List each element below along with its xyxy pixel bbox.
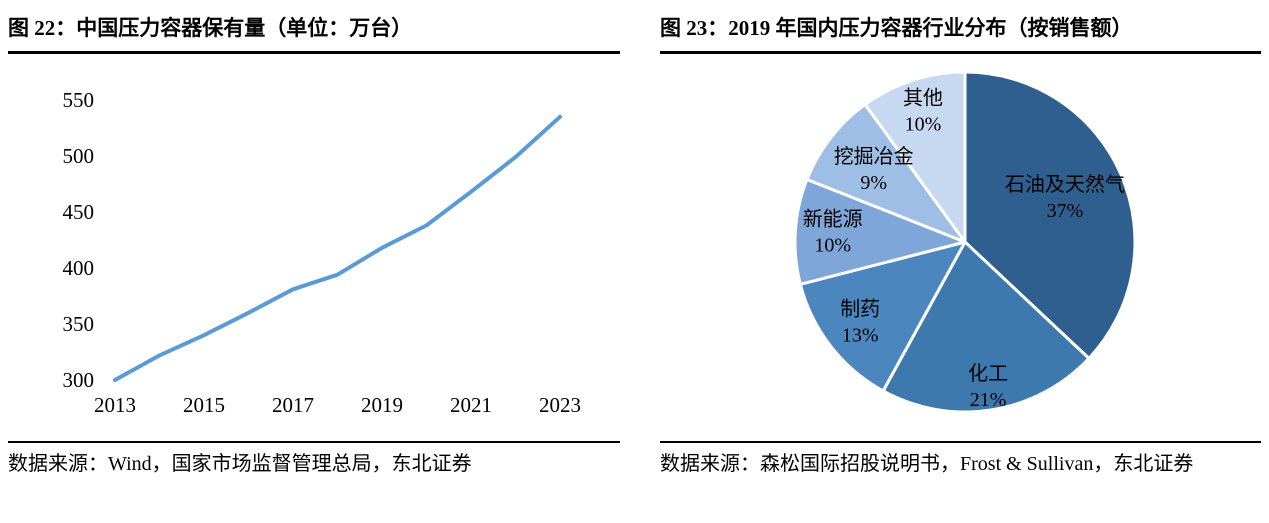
figure-23-source-divider <box>660 441 1261 443</box>
pie-slice-label: 石油及天然气 37% <box>1005 173 1125 222</box>
pie-slice-label: 化工 21% <box>968 362 1008 411</box>
y-axis-tick-label: 300 <box>63 368 95 392</box>
x-axis-tick-label: 2015 <box>183 393 225 417</box>
y-axis-tick-label: 400 <box>63 256 95 280</box>
pie-slice <box>881 240 1091 414</box>
x-axis-tick-label: 2021 <box>450 393 492 417</box>
figure-22-title: 图 22：中国压力容器保有量（单位：万台） <box>8 16 413 40</box>
pie-slice-label: 挖掘冶金 9% <box>834 145 914 194</box>
y-axis-tick-label: 550 <box>63 88 95 112</box>
pie-slice <box>798 240 967 393</box>
pie-slice <box>793 177 967 286</box>
figure-23-source: 数据来源：森松国际招股说明书，Frost & Sullivan，东北证券 <box>660 453 1194 475</box>
x-axis-tick-label: 2013 <box>94 393 136 417</box>
line-chart: 300 350 400 450 500 550 2013 2015 2017 2019 2021 20… <box>8 56 620 441</box>
x-axis-tick-label: 2019 <box>361 393 403 417</box>
pie-chart: 石油及天然气 37% 化工 21% 制药 13% 新能源 10% 挖掘冶金 9% 其他 10% <box>660 56 1261 441</box>
figure-22-source-divider <box>8 441 620 443</box>
pie-slice-label: 制药 13% <box>840 297 880 346</box>
figure-22-source: 数据来源：Wind，国家市场监督管理总局，东北证券 <box>8 453 472 475</box>
report-figures-row: 图 22：中国压力容器保有量（单位：万台） 300 350 400 450 500 550… <box>8 12 1261 478</box>
x-axis-tick-label: 2017 <box>272 393 314 417</box>
pie-slice <box>863 70 967 244</box>
pie-chart-svg: 石油及天然气 37% 化工 21% 制药 13% 新能源 10% 挖掘冶金 9% 其他 10% <box>793 70 1137 414</box>
figure-23-panel: 图 23：2019 年国内压力容器行业分布（按销售额） 石油及天然气 37% 化工 2… <box>660 12 1261 478</box>
x-axis-tick-label: 2023 <box>539 393 581 417</box>
y-axis-tick-label: 500 <box>63 144 95 168</box>
figure-22-title-underline <box>8 51 620 54</box>
pie-slice-label: 其他 10% <box>903 87 943 136</box>
pie-slice-label: 新能源 10% <box>803 208 863 257</box>
pie-slice <box>963 70 1137 360</box>
y-axis-tick-label: 350 <box>63 312 95 336</box>
line-series <box>113 114 562 382</box>
figure-23-title: 图 23：2019 年国内压力容器行业分布（按销售额） <box>660 16 1133 40</box>
pie-slice <box>805 102 967 244</box>
y-axis-tick-label: 450 <box>63 200 95 224</box>
line-chart-svg: 300 350 400 450 500 550 2013 2015 2017 2019 2021 20… <box>63 88 582 417</box>
figure-22-panel: 图 22：中国压力容器保有量（单位：万台） 300 350 400 450 500 550… <box>8 12 620 478</box>
figure-23-title-underline <box>660 51 1261 54</box>
